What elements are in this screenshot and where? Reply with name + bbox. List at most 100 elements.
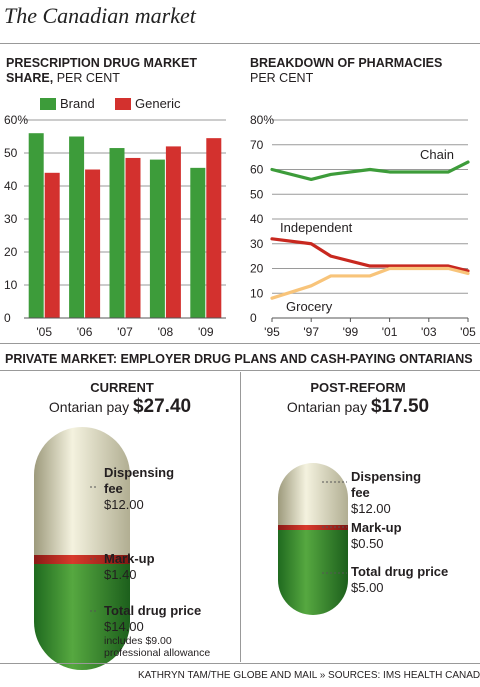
legend-generic-swatch (115, 97, 131, 110)
current-fee-label-line1: Dispensing (104, 465, 175, 480)
line-xtick-label: '01 (382, 325, 398, 339)
bar-generic-3 (165, 146, 181, 318)
legend-brand: Brand (40, 96, 95, 111)
bar-ytick-label: 60% (4, 113, 28, 127)
post-fee-label-line1: Dispensing (351, 469, 422, 484)
line-ytick-label: 80% (250, 113, 274, 127)
bar-chart-title-text: PRESCRIPTION DRUG MARKET SHARE, (6, 56, 197, 85)
page-title: The Canadian market (4, 3, 196, 28)
bar-ytick-label: 10 (4, 278, 18, 292)
capsule-current-drug-part (34, 564, 130, 670)
line-xtick-label: '03 (421, 325, 437, 339)
bar-brand-3 (149, 159, 165, 318)
current-pay-label: Ontarian pay (48, 399, 130, 415)
legend-generic-label: Generic (135, 96, 181, 111)
line-ytick-label: 10 (250, 286, 264, 300)
post-reform-pay-amount: $17.50 (370, 396, 430, 417)
post-drug-label: Total drug price (351, 564, 449, 579)
post-reform-pay: Ontarian pay $17.50 (248, 396, 468, 418)
post-markup-label: Mark-up (351, 520, 402, 535)
bar-chart-title: PRESCRIPTION DRUG MARKET SHARE, PER CENT (6, 56, 206, 86)
current-fee-label-line2: fee (104, 481, 123, 496)
line-chart-title-text: BREAKDOWN OF PHARMACIES (250, 56, 443, 70)
bar-ytick-label: 20 (4, 245, 18, 259)
current-markup: Mark-up $1.40 (104, 551, 155, 583)
current-markup-label: Mark-up (104, 551, 155, 566)
bar-ytick-label: 50 (4, 146, 18, 160)
current-total-drug-price: Total drug price $14.00 includes $9.00 p… (104, 603, 210, 659)
bar-chart-subtitle: PER CENT (56, 71, 120, 85)
current-dispensing-fee: Dispensing fee $12.00 (104, 465, 174, 513)
line-label-independent: Independent (280, 220, 353, 235)
line-ytick-label: 60 (250, 163, 264, 177)
bar-xtick-label: '06 (77, 325, 93, 339)
line-xtick-label: '05 (460, 325, 476, 339)
section-divider (0, 343, 480, 344)
post-reform-total-drug-price: Total drug price $5.00 (351, 564, 448, 596)
post-reform-dispensing-fee: Dispensing fee $12.00 (351, 469, 421, 517)
bar-xtick-label: '08 (158, 325, 174, 339)
post-fee-value: $12.00 (351, 501, 391, 516)
current-drug-note1: includes $9.00 (104, 635, 172, 647)
capsule-post-fee-part (278, 463, 348, 525)
line-label-grocery: Grocery (286, 299, 333, 314)
line-series-grocery (270, 266, 470, 300)
line-series-chain (270, 160, 470, 181)
line-chart-subtitle: PER CENT (250, 71, 314, 85)
post-reform-heading: POST-REFORM (310, 380, 406, 395)
line-label-chain: Chain (420, 147, 454, 162)
private-market-divider (0, 370, 480, 371)
post-drug-value: $5.00 (351, 580, 384, 595)
post-fee-label-line2: fee (351, 485, 370, 500)
bar-chart: 0 10 20 30 40 50 60% '05 '06 '07 '08 '09 (4, 113, 226, 339)
bar-brand-1 (69, 136, 85, 318)
bar-ytick-label: 0 (4, 311, 11, 325)
current-heading: CURRENT (90, 380, 154, 395)
capsule-current (34, 427, 130, 670)
bar-xtick-label: '05 (36, 325, 52, 339)
capsule-current-markup-part (34, 555, 130, 564)
bar-generic-1 (85, 169, 101, 318)
current-pay-amount: $27.40 (132, 396, 192, 417)
line-series-independent (270, 237, 470, 273)
current-drug-value: $14.00 (104, 619, 144, 634)
capsule-post-reform (278, 463, 348, 615)
bar-brand-0 (28, 133, 44, 318)
current-drug-note2: professional allowance (104, 647, 211, 659)
capsule-current-fee-part (34, 427, 130, 555)
private-market-title: PRIVATE MARKET: EMPLOYER DRUG PLANS AND … (5, 352, 473, 366)
post-reform-markup: Mark-up $0.50 (351, 520, 402, 552)
credit-line: KATHRYN TAM/THE GLOBE AND MAIL » SOURCES… (138, 670, 480, 681)
bar-generic-2 (125, 157, 141, 318)
bar-brand-2 (109, 148, 125, 318)
line-ytick-label: 70 (250, 138, 264, 152)
title-divider (0, 43, 480, 44)
capsule-post-markup-part (278, 525, 348, 530)
current-pay: Ontarian pay $27.40 (10, 396, 230, 418)
bar-brand-4 (190, 167, 206, 318)
panel-divider (240, 372, 241, 662)
line-ytick-label: 40 (250, 212, 264, 226)
current-fee-value: $12.00 (104, 497, 144, 512)
current-markup-value: $1.40 (104, 567, 137, 582)
line-chart: 0 10 20 30 40 50 60 70 80% '95 '97 '99 '01 '03 '05 Chai… (250, 113, 476, 339)
line-chart-title: BREAKDOWN OF PHARMACIES PER CENT (250, 56, 470, 86)
footer-divider (0, 663, 480, 664)
bar-generic-0 (44, 172, 60, 318)
legend-brand-swatch (40, 97, 56, 110)
bar-ytick-label: 40 (4, 179, 18, 193)
line-ytick-label: 50 (250, 187, 264, 201)
line-xtick-label: '99 (343, 325, 359, 339)
line-ytick-label: 20 (250, 262, 264, 276)
bar-xtick-label: '07 (117, 325, 133, 339)
legend-generic: Generic (115, 96, 181, 111)
post-markup-value: $0.50 (351, 536, 384, 551)
capsule-post-drug-part (278, 530, 348, 615)
post-reform-pay-label: Ontarian pay (286, 399, 368, 415)
capsule-graphics (34, 427, 348, 670)
line-xtick-label: '97 (303, 325, 319, 339)
line-ytick-label: 30 (250, 237, 264, 251)
current-drug-label: Total drug price (104, 603, 202, 618)
line-ytick-label: 0 (250, 311, 257, 325)
